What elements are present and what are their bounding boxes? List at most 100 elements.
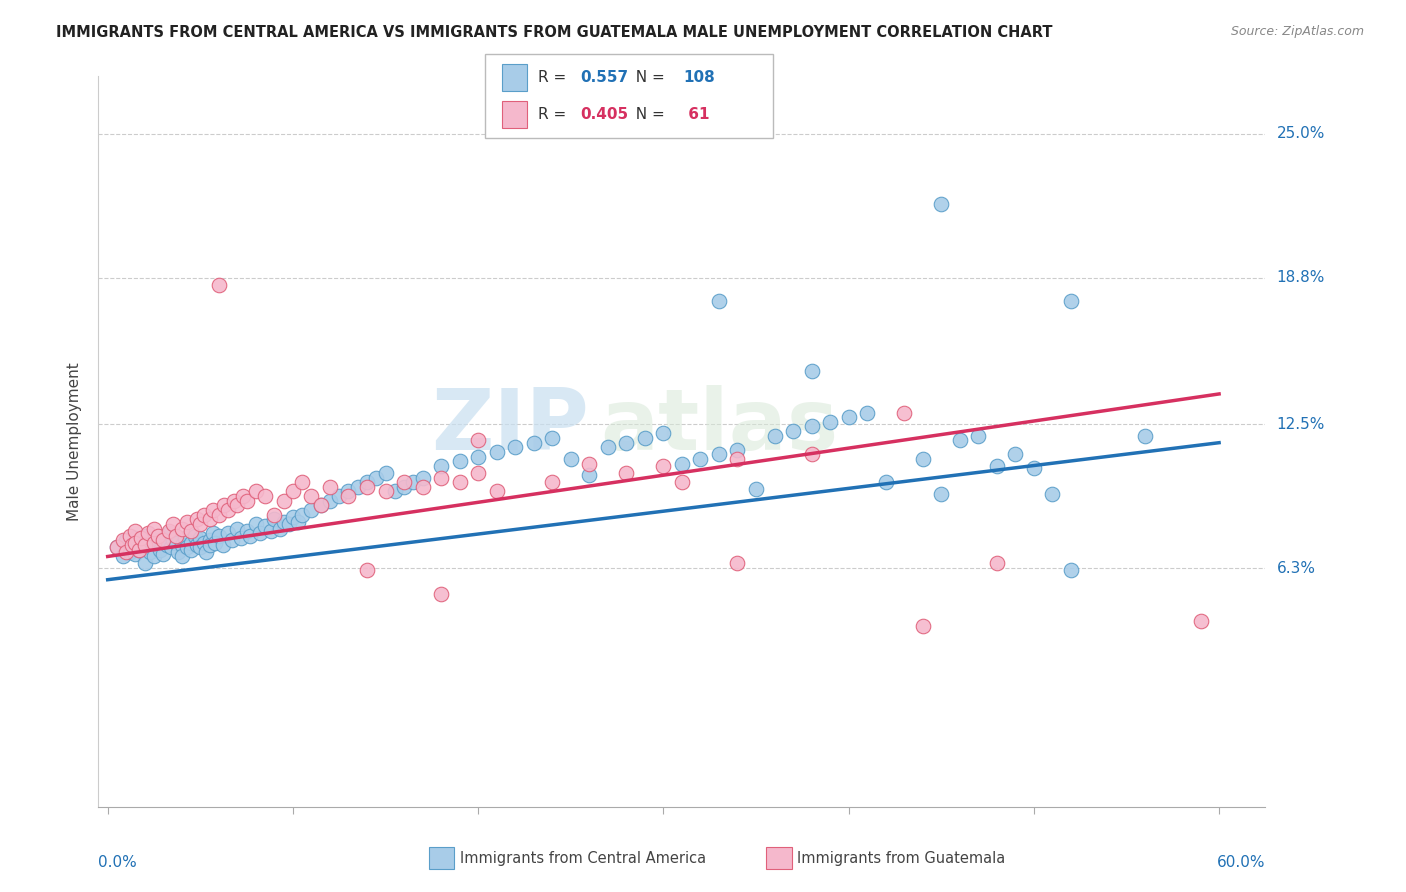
Point [485,484,508,499]
Point [1022,461,1045,475]
Point [346,480,368,494]
Point [263,508,285,522]
Point [170,538,193,552]
Point [202,503,225,517]
Point [1189,615,1212,629]
Point [180,535,202,549]
Point [412,480,434,494]
Point [986,458,1008,473]
Text: atlas: atlas [600,385,838,468]
Point [319,493,342,508]
Point [967,428,990,442]
Text: N =: N = [626,107,669,122]
Point [356,475,378,490]
Text: Source: ZipAtlas.com: Source: ZipAtlas.com [1230,25,1364,38]
Text: 60.0%: 60.0% [1218,855,1265,870]
Point [208,528,231,542]
Point [911,619,934,633]
Point [121,535,143,549]
Point [523,435,546,450]
Text: 61: 61 [683,107,710,122]
Point [143,535,166,549]
Point [217,526,239,541]
Point [652,426,675,441]
Point [222,493,245,508]
Point [152,533,174,548]
Point [875,475,897,490]
Point [301,489,323,503]
Point [198,512,221,526]
Point [337,484,360,499]
Point [707,447,730,461]
Text: IMMIGRANTS FROM CENTRAL AMERICA VS IMMIGRANTS FROM GUATEMALA MALE UNEMPLOYMENT C: IMMIGRANTS FROM CENTRAL AMERICA VS IMMIG… [56,25,1053,40]
Point [148,542,170,557]
Point [273,515,295,529]
Point [449,475,471,490]
Point [392,475,415,490]
Point [129,531,152,545]
Point [184,528,207,542]
Point [152,547,174,561]
Point [152,531,174,545]
Point [146,528,169,542]
Point [198,533,221,548]
Point [226,499,249,513]
Point [118,528,141,542]
Point [578,468,600,483]
Point [134,557,156,571]
Point [707,294,730,309]
Point [124,524,146,538]
Point [763,428,786,442]
Point [143,522,166,536]
Point [337,489,360,503]
Point [281,510,304,524]
Point [143,533,166,548]
Point [1040,487,1063,501]
Point [1060,294,1083,309]
Point [1060,563,1083,577]
Point [273,493,295,508]
Point [128,542,150,557]
Text: 0.557: 0.557 [581,70,628,85]
Point [121,538,143,552]
Point [384,484,406,499]
Text: Immigrants from Central America: Immigrants from Central America [460,851,706,865]
Point [124,547,146,561]
Point [291,475,314,490]
Point [578,457,600,471]
Point [503,441,526,455]
Point [174,531,197,545]
Point [232,489,254,503]
Point [235,493,257,508]
Text: 12.5%: 12.5% [1277,417,1324,432]
Point [170,549,193,564]
Point [467,466,489,480]
Point [229,531,252,545]
Point [671,457,693,471]
Point [485,445,508,459]
Point [281,484,304,499]
Point [162,533,184,548]
Point [208,508,231,522]
Point [634,431,657,445]
Point [138,526,160,541]
Point [727,442,749,457]
Point [541,475,564,490]
Point [249,526,271,541]
Point [180,524,202,538]
Point [193,508,215,522]
Point [156,538,179,552]
Point [929,196,952,211]
Point [202,526,225,541]
Point [180,542,202,557]
Point [204,535,226,549]
Point [1004,447,1026,461]
Point [260,524,283,538]
Point [188,531,211,545]
Point [157,524,180,538]
Point [356,563,378,577]
Point [430,587,453,601]
Point [143,549,166,564]
Point [356,480,378,494]
Point [235,524,257,538]
